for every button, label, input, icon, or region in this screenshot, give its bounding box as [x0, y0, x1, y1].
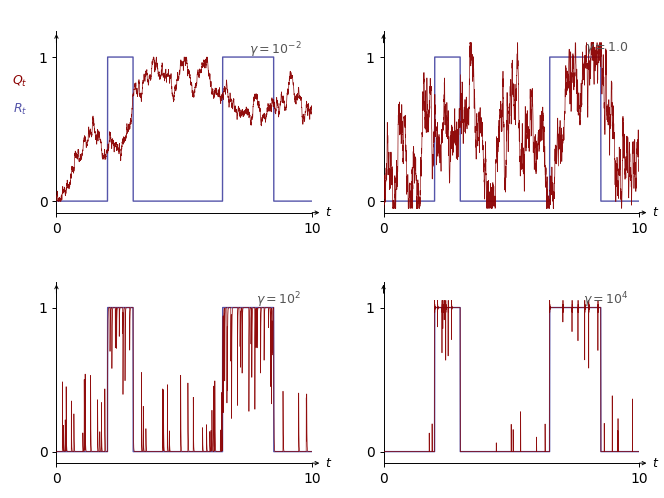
Text: $t$: $t$ — [325, 206, 332, 219]
Text: $R_t$: $R_t$ — [13, 102, 27, 117]
Text: $Q_t$: $Q_t$ — [12, 74, 28, 90]
Text: $t$: $t$ — [652, 457, 659, 470]
Text: $\gamma = 1.0$: $\gamma = 1.0$ — [585, 40, 629, 56]
Text: $\gamma = 10^{4}$: $\gamma = 10^{4}$ — [583, 291, 629, 310]
Text: $t$: $t$ — [325, 457, 332, 470]
Text: $\gamma = 10^{-2}$: $\gamma = 10^{-2}$ — [249, 40, 301, 60]
Text: $\gamma = 10^{2}$: $\gamma = 10^{2}$ — [256, 291, 301, 310]
Text: $t$: $t$ — [652, 206, 659, 219]
